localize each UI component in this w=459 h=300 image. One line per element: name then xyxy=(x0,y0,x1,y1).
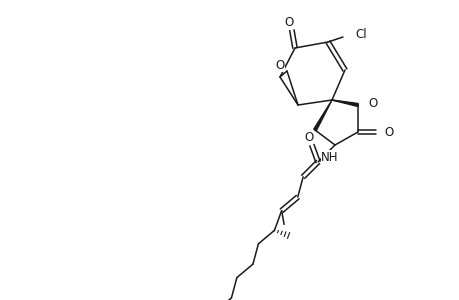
Text: NH: NH xyxy=(320,151,338,164)
Text: O: O xyxy=(275,58,284,71)
Text: O: O xyxy=(383,125,392,139)
Text: O: O xyxy=(284,16,293,29)
Polygon shape xyxy=(331,100,358,106)
Text: Cl: Cl xyxy=(354,28,366,40)
Text: O: O xyxy=(303,130,313,144)
Polygon shape xyxy=(313,100,331,131)
Text: O: O xyxy=(367,97,376,110)
